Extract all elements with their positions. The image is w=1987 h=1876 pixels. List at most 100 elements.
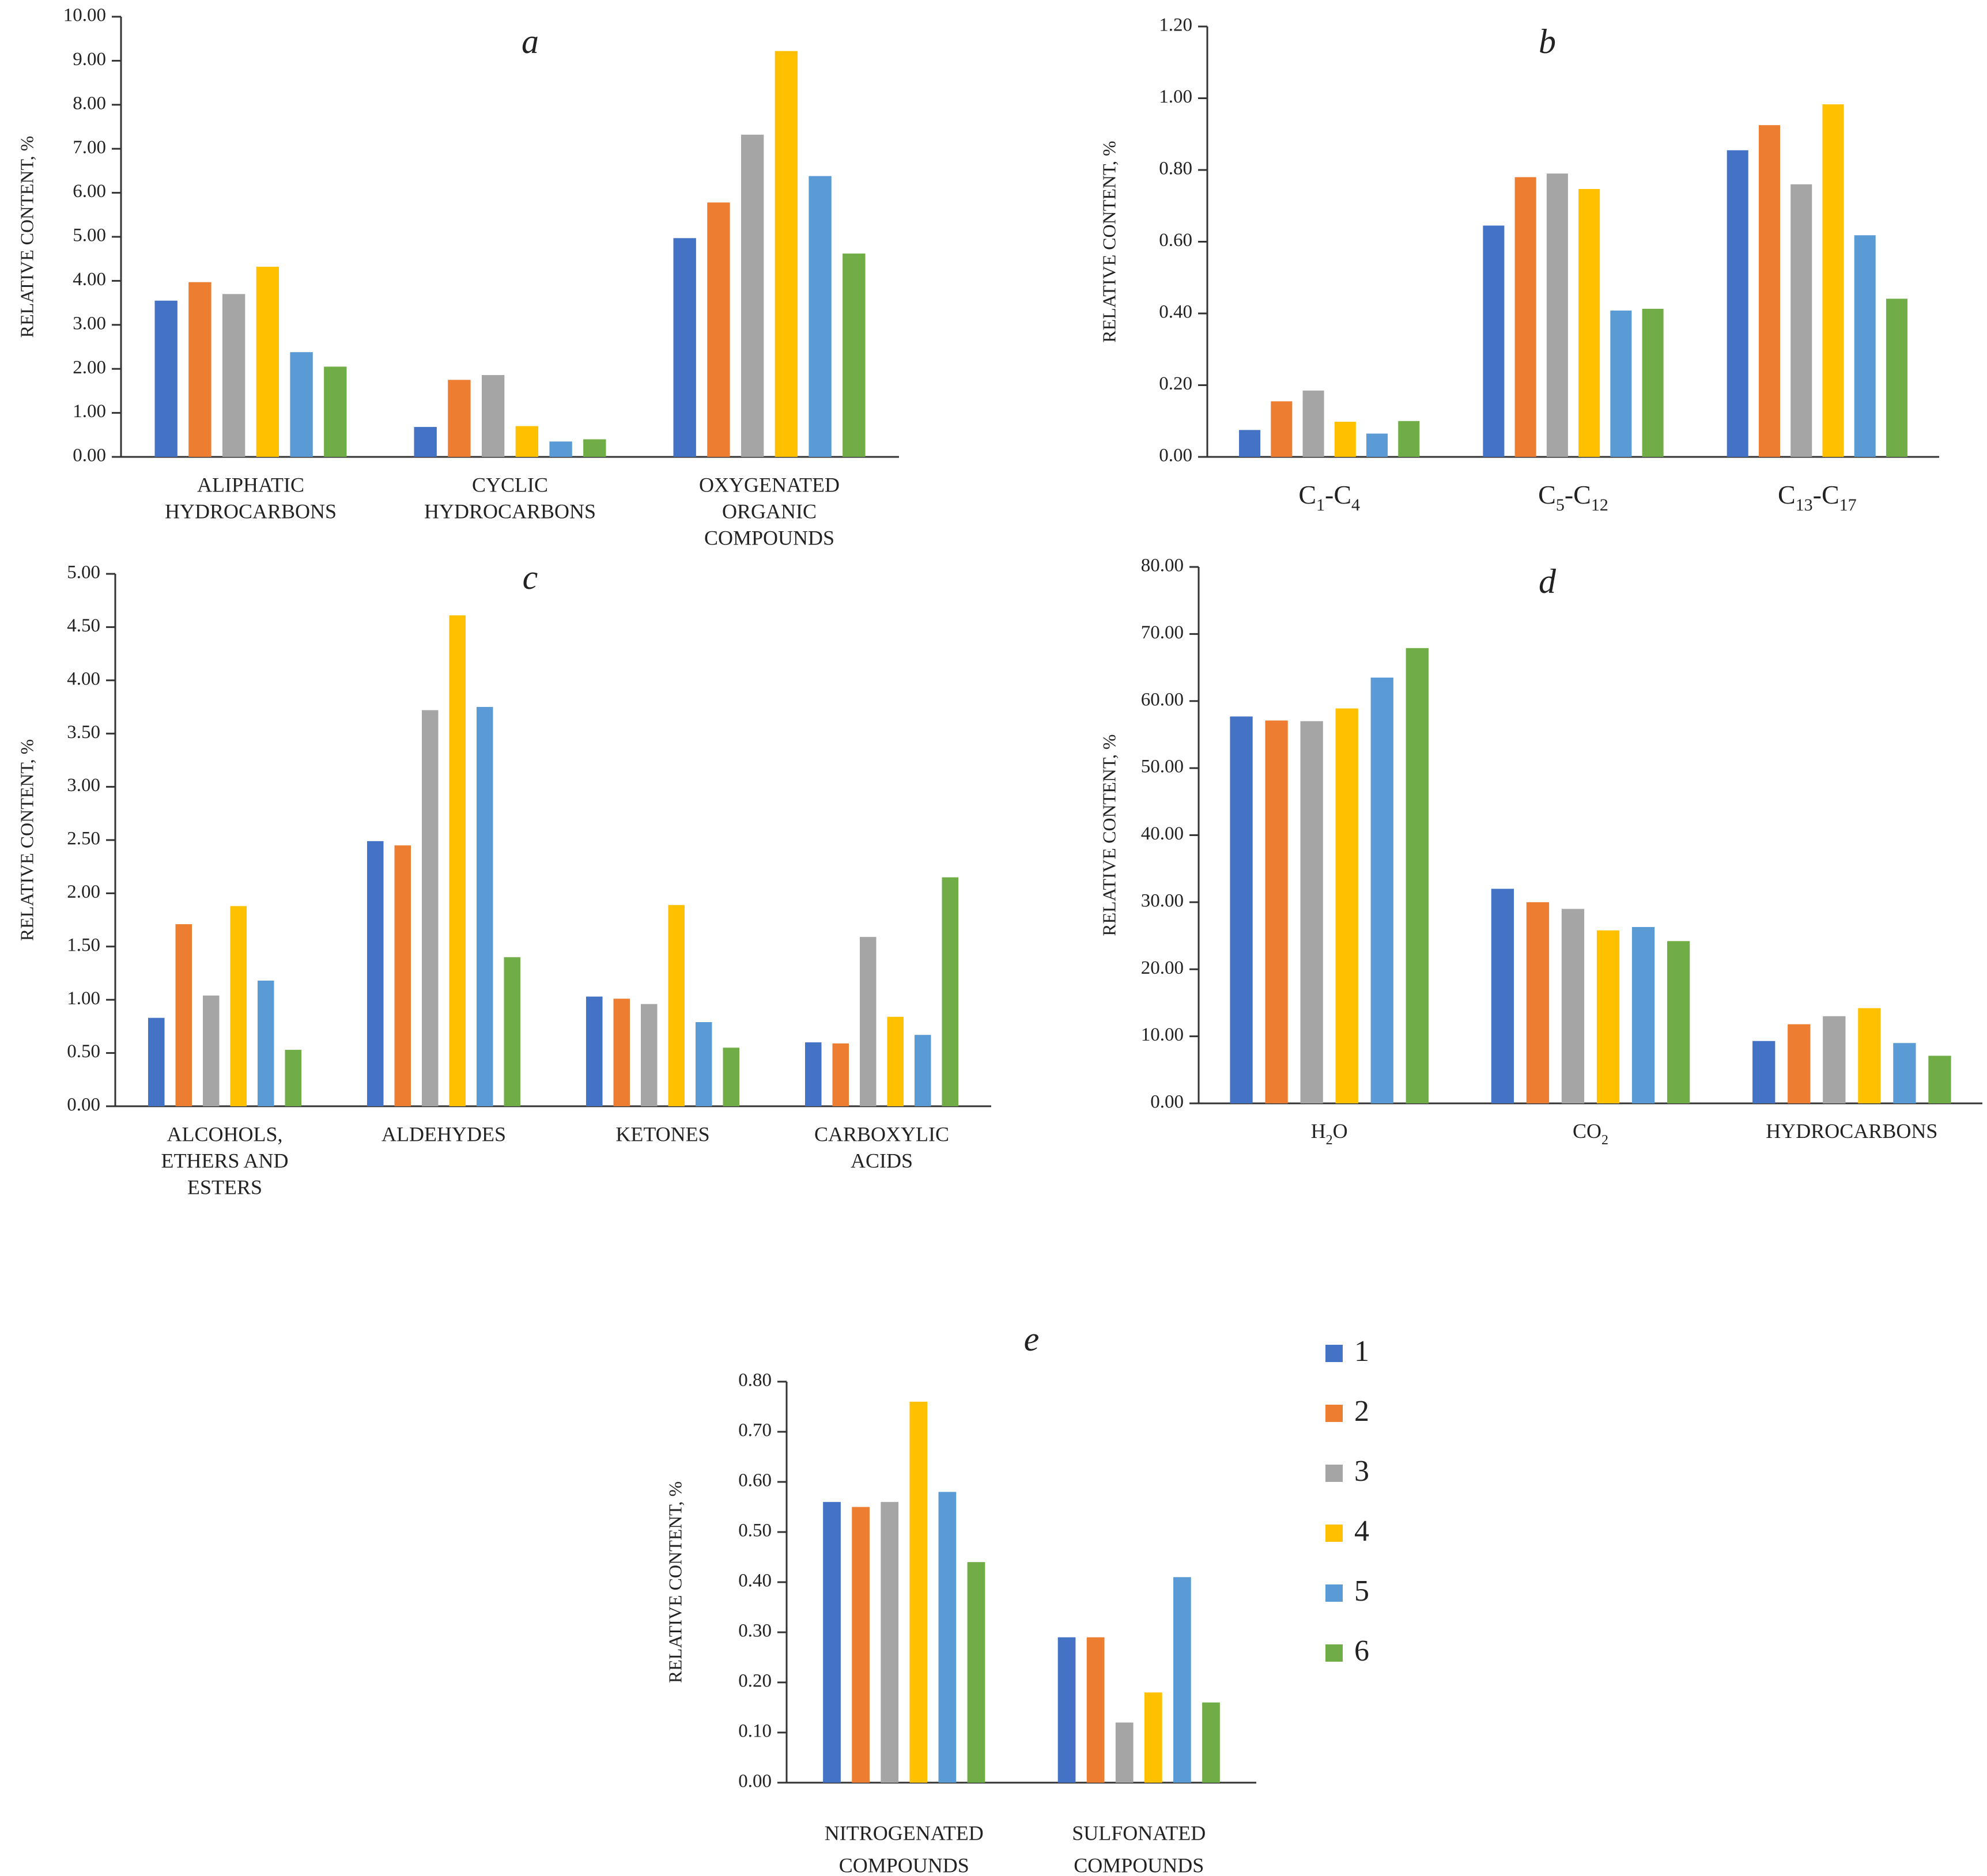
x-category-label-a: ALIPHATIC — [197, 473, 304, 496]
bar-c-cat2-series2 — [394, 845, 411, 1106]
bar-c-cat3-series6 — [723, 1047, 739, 1106]
bar-a-cat1-series3 — [222, 294, 245, 457]
bar-c-cat2-series1 — [367, 841, 384, 1106]
bar-d-cat3-series1 — [1752, 1041, 1776, 1103]
y-axis-label-c: RELATIVE CONTENT, % — [16, 739, 37, 941]
x-category-label-e: NITROGENATED — [825, 1821, 984, 1844]
bar-d-cat2-series6 — [1667, 941, 1690, 1103]
y-tick-label-c: 5.00 — [67, 562, 100, 583]
y-tick-label-d: 70.00 — [1141, 622, 1184, 643]
y-tick-label-a: 8.00 — [73, 93, 106, 114]
chart-c: c 0.00 0.50 1.00 1.50 2.00 2.50 3.00 3.50 4.00 4.5… — [16, 558, 991, 1198]
x-category-label-b: C5-C12 — [1538, 480, 1608, 515]
bar-b-cat1-series1 — [1239, 430, 1261, 457]
y-tick-label-e: 0.80 — [738, 1370, 772, 1391]
bar-d-cat1-series1 — [1230, 716, 1253, 1103]
x-category-label-e: COMPOUNDS — [839, 1854, 969, 1876]
x-category-label-c: KETONES — [615, 1122, 709, 1145]
bar-c-cat2-series6 — [504, 957, 520, 1106]
bar-b-cat1-series6 — [1398, 421, 1420, 457]
x-category-label-c: CARBOXYLIC — [814, 1122, 949, 1145]
y-tick-label-a: 1.00 — [73, 401, 106, 422]
chart-d: d 0.00 10.00 20.00 30.00 40.00 50.00 60.00 70.00… — [1098, 555, 1982, 1148]
bar-a-cat2-series2 — [448, 380, 471, 457]
y-tick-label-d: 40.00 — [1141, 823, 1184, 844]
chart-title-a: a — [522, 22, 539, 60]
bar-a-cat2-series4 — [515, 426, 539, 457]
y-tick-label-e: 0.20 — [738, 1671, 772, 1692]
legend-swatch-4 — [1325, 1525, 1343, 1542]
y-tick-label-c: 2.50 — [67, 829, 100, 849]
bar-c-cat1-series2 — [175, 924, 192, 1106]
y-tick-label-e: 0.30 — [738, 1621, 772, 1642]
x-category-label-c: ETHERS AND — [161, 1149, 288, 1172]
y-tick-label-e: 0.40 — [738, 1571, 772, 1591]
y-tick-label-c: 0.50 — [67, 1041, 100, 1062]
x-category-label-e: COMPOUNDS — [1074, 1854, 1204, 1876]
legend-label-6: 6 — [1354, 1635, 1369, 1667]
x-category-label-b: C13-C17 — [1778, 480, 1857, 515]
y-tick-label-a: 3.00 — [73, 313, 106, 334]
bar-a-cat2-series5 — [549, 441, 572, 457]
x-category-label-a: ORGANIC — [722, 500, 817, 523]
bar-b-cat2-series4 — [1578, 188, 1600, 457]
chart-b: b 0.00 0.20 0.40 0.60 0.80 1.00 1.20 RELATIVE CO… — [1098, 15, 1939, 515]
x-category-label-a: OXYGENATED — [699, 473, 840, 496]
bar-b-cat2-series5 — [1610, 311, 1632, 457]
bar-c-cat3-series2 — [613, 998, 630, 1106]
x-category-label-c: ALDEHYDES — [381, 1122, 506, 1145]
y-tick-label-d: 80.00 — [1141, 555, 1184, 576]
y-axis-label-a: RELATIVE CONTENT, % — [16, 136, 37, 338]
y-tick-label-e: 0.50 — [738, 1521, 772, 1541]
bar-d-cat3-series2 — [1788, 1024, 1811, 1103]
y-tick-label-c: 3.50 — [67, 722, 100, 743]
bar-b-cat3-series3 — [1790, 184, 1812, 457]
y-tick-label-e: 0.70 — [738, 1420, 772, 1441]
legend-swatch-2 — [1325, 1405, 1343, 1422]
bar-b-cat2-series3 — [1546, 173, 1568, 457]
y-tick-label-b: 0.00 — [1159, 445, 1192, 466]
legend-swatch-5 — [1325, 1584, 1343, 1602]
legend: 1 2 3 4 5 6 — [1325, 1335, 1369, 1667]
bar-c-cat1-series5 — [258, 980, 274, 1106]
y-tick-label-d: 50.00 — [1141, 757, 1184, 777]
bar-e-cat1-series6 — [967, 1562, 985, 1783]
chart-title-b: b — [1539, 22, 1556, 60]
y-tick-label-d: 30.00 — [1141, 890, 1184, 911]
y-tick-label-a: 6.00 — [73, 181, 106, 202]
bar-a-cat3-series1 — [673, 238, 696, 457]
bar-c-cat3-series4 — [668, 905, 685, 1106]
x-category-label-a: HYDROCARBONS — [165, 500, 337, 523]
bar-e-cat1-series3 — [881, 1501, 899, 1783]
bar-d-cat2-series5 — [1631, 926, 1655, 1103]
y-tick-label-e: 0.00 — [738, 1771, 772, 1792]
bar-e-cat1-series1 — [823, 1501, 841, 1783]
x-category-label-c: ALCOHOLS, — [167, 1122, 282, 1145]
bar-c-cat1-series1 — [148, 1018, 165, 1106]
bar-d-cat2-series3 — [1561, 909, 1585, 1103]
y-tick-label-a: 0.00 — [73, 445, 106, 466]
bar-a-cat2-series1 — [414, 427, 437, 457]
y-axis-label-e: RELATIVE CONTENT, % — [664, 1481, 685, 1683]
chart-e: e 0.00 0.10 0.20 0.30 0.40 0.50 0.60 0.70 0.80 REL… — [664, 1320, 1256, 1876]
bar-c-cat1-series6 — [285, 1050, 301, 1106]
x-category-label-c: ACIDS — [851, 1149, 913, 1172]
x-category-label-d: H2O — [1311, 1119, 1348, 1147]
y-tick-label-d: 60.00 — [1141, 689, 1184, 710]
bar-a-cat3-series6 — [843, 254, 866, 457]
bar-b-cat1-series4 — [1334, 421, 1356, 457]
legend-swatch-1 — [1325, 1345, 1343, 1362]
bar-c-cat1-series4 — [230, 906, 247, 1106]
bar-b-cat1-series3 — [1302, 390, 1324, 457]
legend-swatch-6 — [1325, 1644, 1343, 1662]
bar-a-cat1-series6 — [324, 366, 347, 457]
y-axis-label-b: RELATIVE CONTENT, % — [1098, 141, 1119, 342]
bar-d-cat3-series6 — [1928, 1056, 1951, 1103]
legend-label-5: 5 — [1354, 1575, 1369, 1608]
bar-b-cat2-series6 — [1642, 308, 1664, 457]
bar-e-cat2-series4 — [1144, 1692, 1162, 1783]
bar-c-cat3-series5 — [696, 1022, 712, 1106]
y-tick-label-d: 20.00 — [1141, 958, 1184, 978]
bar-c-cat1-series3 — [203, 995, 220, 1106]
bar-c-cat4-series3 — [860, 937, 877, 1106]
